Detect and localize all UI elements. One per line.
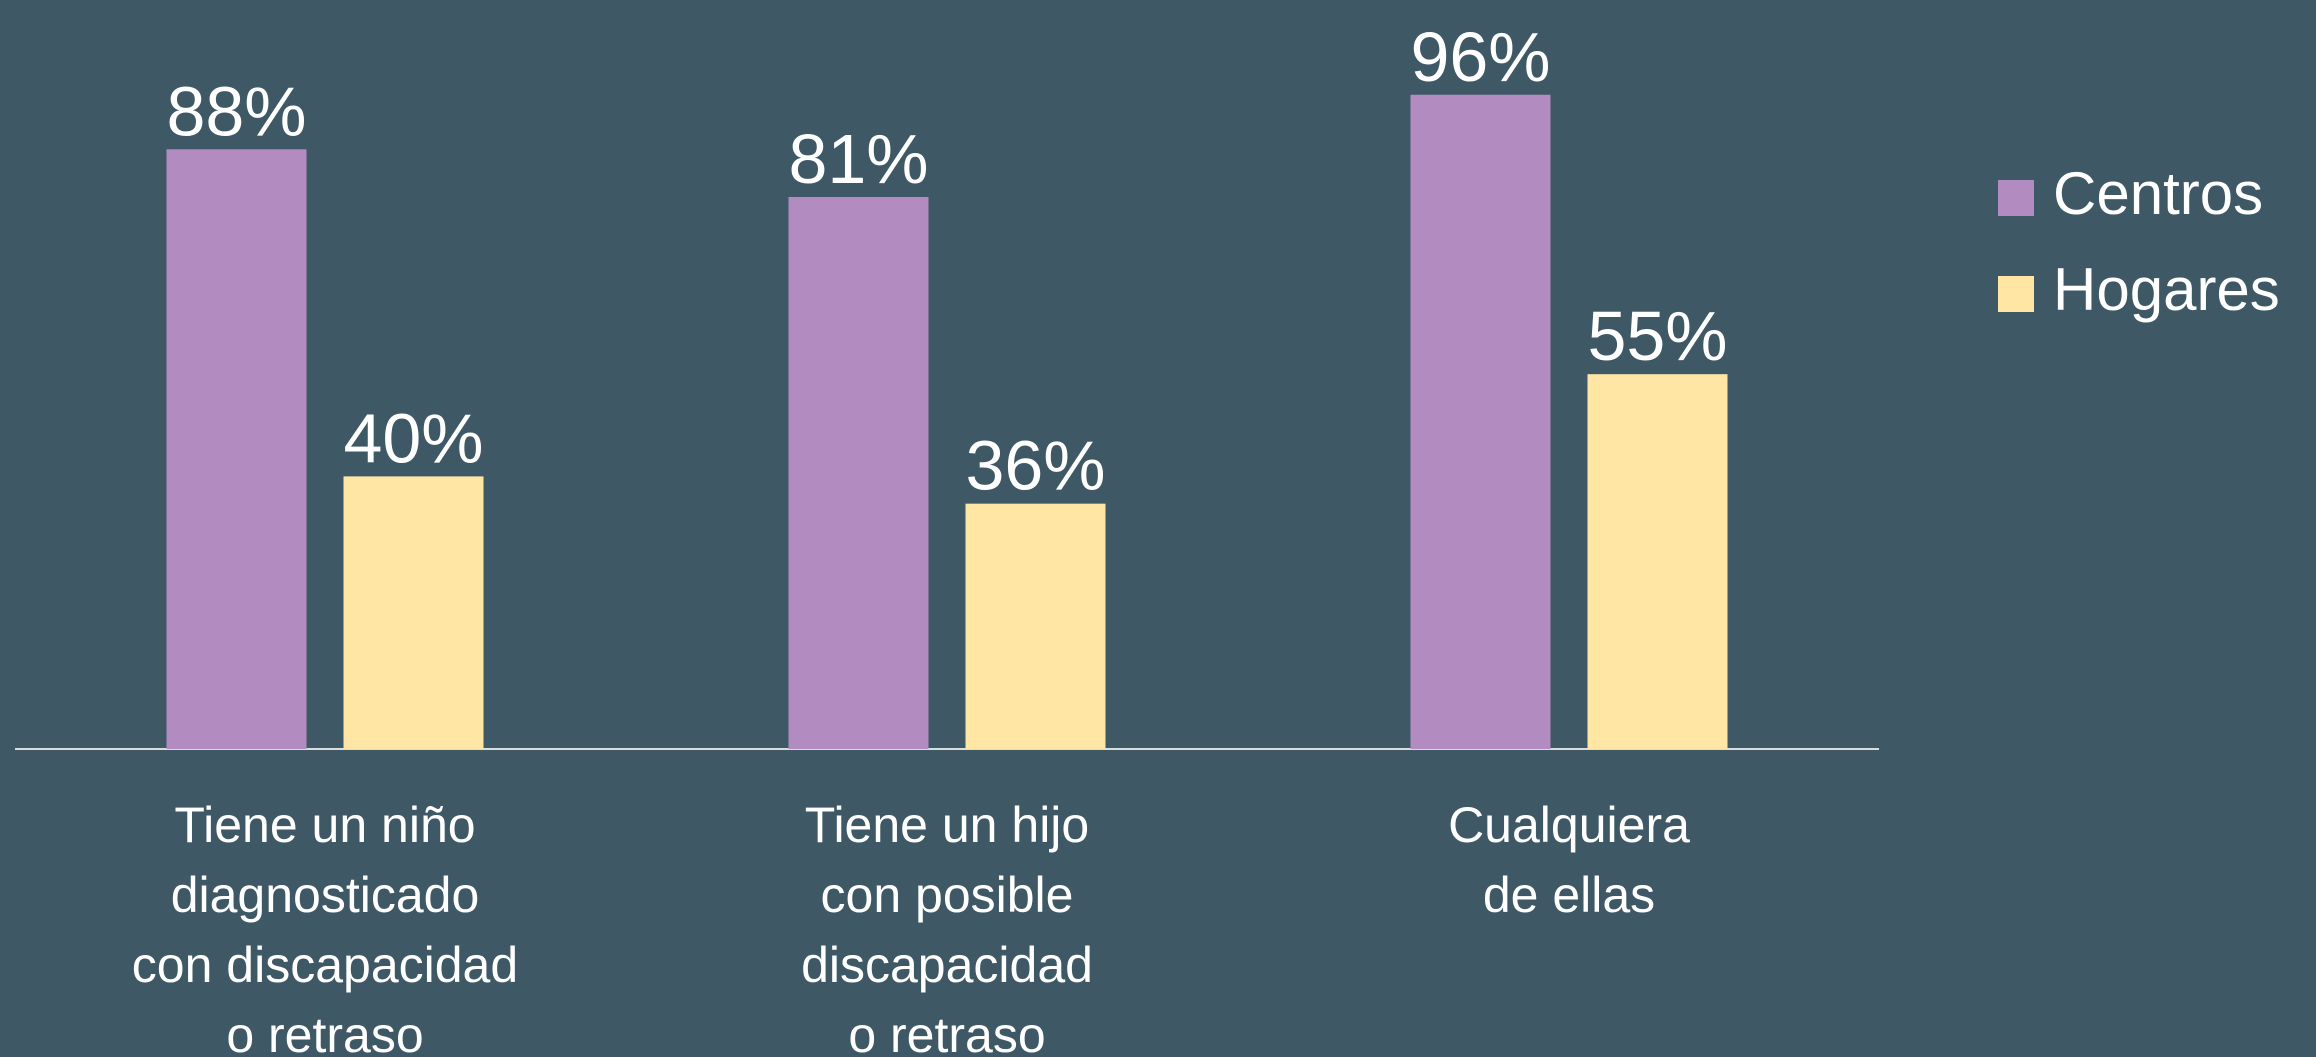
value-label: 88% [166,72,306,150]
x-tick-label: Tiene un hijo [805,797,1089,853]
value-label: 81% [788,120,928,198]
x-tick-label: discapacidad [801,937,1093,993]
value-label: 55% [1587,297,1727,375]
value-label: 40% [343,399,483,477]
x-tick-label: de ellas [1483,867,1655,923]
legend-label: Centros [2053,160,2263,227]
bar [166,149,307,749]
x-tick-label: con discapacidad [132,937,518,993]
value-label: 96% [1410,18,1550,96]
bar [788,196,929,750]
x-tick-label: o retraso [848,1007,1045,1057]
bar [1587,374,1728,749]
bar [965,503,1106,749]
legend-swatch [1998,180,2034,216]
x-tick-label: Cualquiera [1448,797,1690,853]
legend-swatch [1998,276,2034,312]
x-tick-label: diagnosticado [171,867,480,923]
legend-label: Hogares [2053,256,2280,323]
x-tick-label: o retraso [226,1007,423,1057]
bar [1410,94,1551,749]
x-tick-label: Tiene un niño [174,797,475,853]
value-label: 36% [965,427,1105,505]
bar [343,476,484,749]
x-tick-label: con posible [821,867,1074,923]
